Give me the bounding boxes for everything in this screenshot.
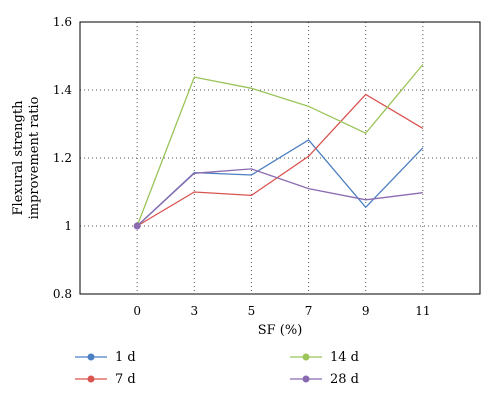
series-line xyxy=(136,168,423,227)
legend-item: 28 d xyxy=(290,372,359,387)
legend-marker xyxy=(87,375,95,383)
series-line xyxy=(136,93,424,227)
legend-item: 7 d xyxy=(75,372,136,387)
legend-item: 14 d xyxy=(290,350,359,365)
series-14-d xyxy=(136,64,424,227)
series-28-d xyxy=(136,168,423,227)
y-tick-label: 1 xyxy=(64,219,72,233)
y-axis-label: Flexural strength improvement ratio xyxy=(11,96,42,219)
legend-marker xyxy=(302,353,310,361)
legend-label: 28 d xyxy=(330,372,359,387)
y-tick-label: 1.2 xyxy=(53,151,72,165)
legend-label: 14 d xyxy=(330,350,359,365)
legend-item: 1 d xyxy=(75,350,136,365)
series-layer xyxy=(133,64,424,230)
x-axis-ticks: 0 3 5 7 9 11 xyxy=(133,304,430,318)
plot-frame xyxy=(79,21,481,295)
legend-label: 7 d xyxy=(115,372,136,387)
x-tick-label: 5 xyxy=(248,304,256,318)
legend-marker xyxy=(302,375,310,383)
series-line xyxy=(136,64,424,227)
series-line xyxy=(136,139,424,227)
x-tick-label: 9 xyxy=(362,304,370,318)
y-axis-label-line-1: Flexural strength xyxy=(11,100,26,216)
legend: 1 d 14 d 7 d 28 d xyxy=(75,350,359,387)
y-axis-ticks: 0.8 1 1.2 1.4 1.6 xyxy=(53,15,72,301)
y-tick-label: 1.4 xyxy=(53,83,72,97)
data-point xyxy=(133,222,141,230)
legend-label: 1 d xyxy=(115,350,136,365)
x-tick-label: 3 xyxy=(190,304,198,318)
y-axis-label-line-2: improvement ratio xyxy=(27,96,42,219)
series-1-d xyxy=(136,139,424,227)
y-tick-label: 0.8 xyxy=(53,287,72,301)
x-axis-label: SF (%) xyxy=(258,323,303,338)
x-tick-label: 7 xyxy=(305,304,313,318)
y-tick-label: 1.6 xyxy=(53,15,72,29)
x-tick-label: 11 xyxy=(415,304,430,318)
x-tick-label: 0 xyxy=(133,304,141,318)
series-7-d xyxy=(136,93,424,227)
legend-marker xyxy=(87,353,95,361)
